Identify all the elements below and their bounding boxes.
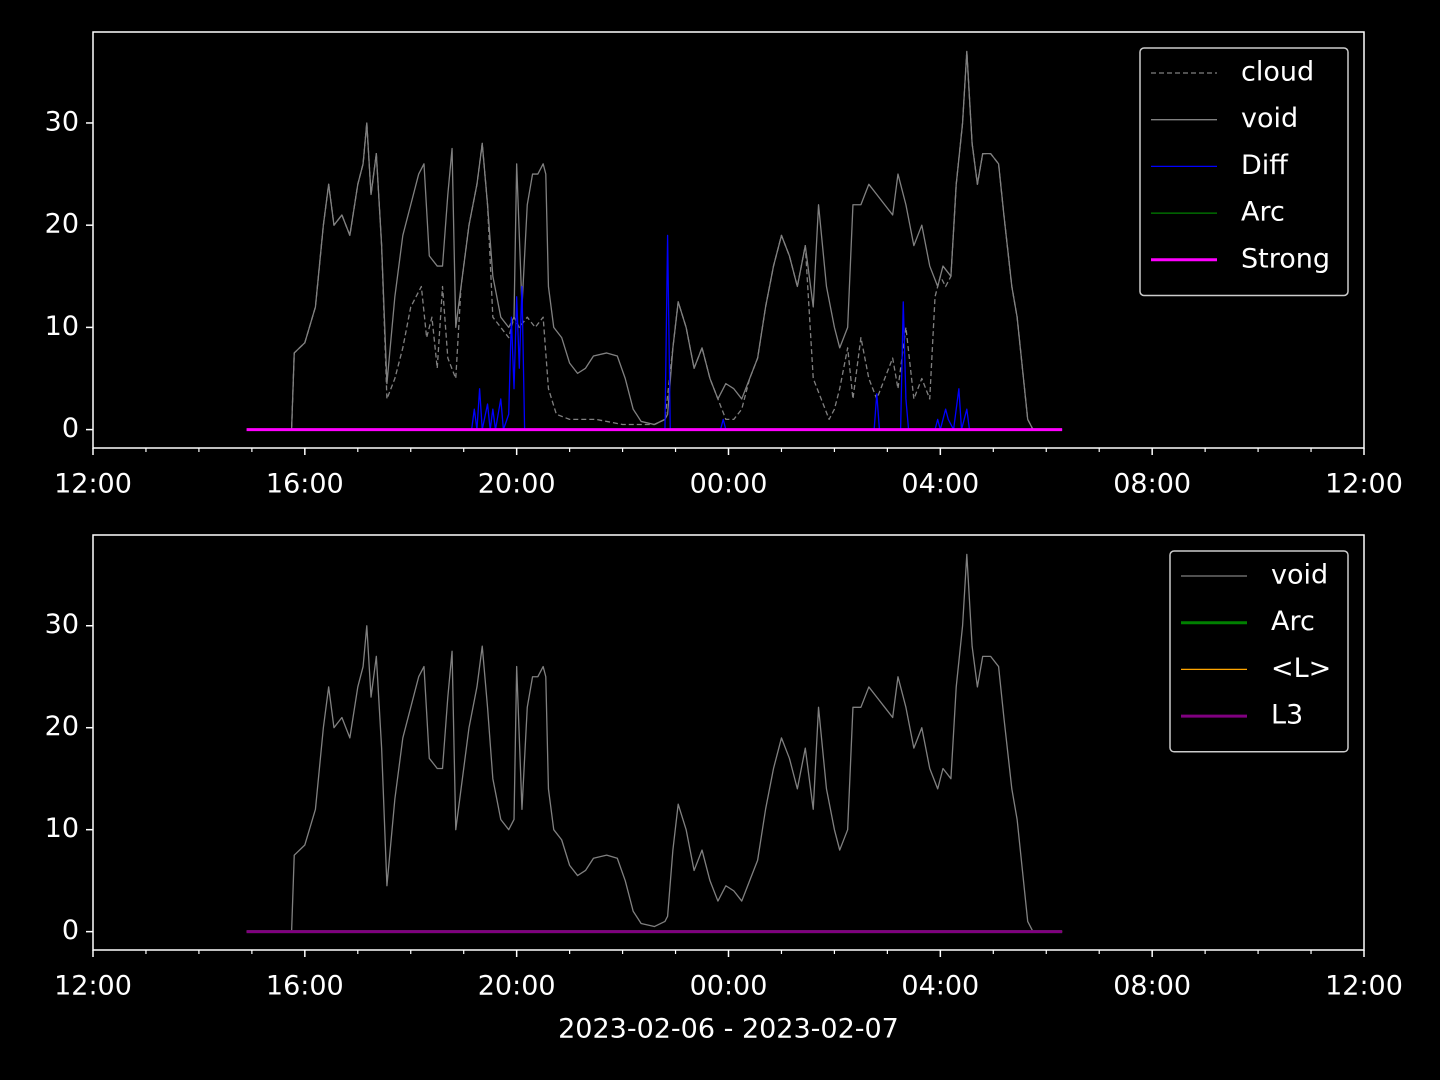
x-tick-label: 20:00 (478, 971, 556, 1002)
axes-frame (92, 534, 1365, 951)
x-tick-label: 04:00 (901, 971, 979, 1002)
x-tick-label: 08:00 (1113, 469, 1191, 500)
x-tick-label: 12:00 (1325, 971, 1403, 1002)
legend-box (1169, 550, 1349, 753)
legend-label: void (1241, 103, 1298, 134)
legend-label: <L> (1271, 653, 1331, 684)
legend-label: void (1271, 560, 1328, 591)
y-tick-label: 0 (62, 413, 79, 444)
x-tick-label: 12:00 (54, 469, 132, 500)
x-tick-label: 12:00 (54, 971, 132, 1002)
legend-label: Arc (1241, 197, 1285, 228)
y-tick-label: 10 (45, 813, 79, 844)
x-tick-label: 00:00 (690, 469, 768, 500)
x-tick-label: 08:00 (1113, 971, 1191, 1002)
series-line (246, 553, 1034, 933)
x-axis-label: 2023-02-06 - 2023-02-07 (558, 1014, 899, 1045)
y-tick-label: 20 (45, 711, 79, 742)
series-line (246, 50, 1034, 431)
axes-frame (92, 31, 1365, 449)
x-tick-label: 16:00 (266, 469, 344, 500)
y-tick-label: 30 (45, 609, 79, 640)
x-tick-label: 00:00 (690, 971, 768, 1002)
x-tick-label: 04:00 (901, 469, 979, 500)
x-tick-label: 12:00 (1325, 469, 1403, 500)
legend-label: cloud (1241, 57, 1314, 88)
y-tick-label: 30 (45, 106, 79, 137)
legend-box (1139, 47, 1349, 297)
x-tick-label: 20:00 (478, 469, 556, 500)
y-tick-label: 10 (45, 311, 79, 342)
legend-label: L3 (1271, 700, 1303, 731)
legend-label: Diff (1241, 150, 1289, 181)
legend-label: Strong (1241, 243, 1330, 274)
y-tick-label: 0 (62, 915, 79, 946)
x-tick-label: 16:00 (266, 971, 344, 1002)
legend-label: Arc (1271, 606, 1315, 637)
y-tick-label: 20 (45, 209, 79, 240)
